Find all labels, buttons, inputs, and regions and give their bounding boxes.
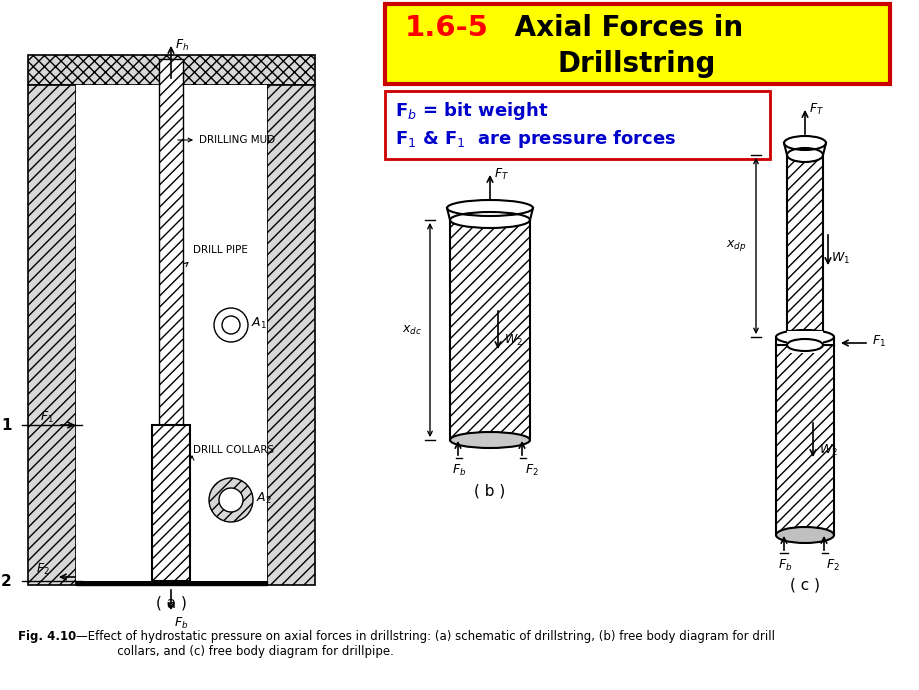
Text: $F_2$: $F_2$ (36, 562, 50, 577)
Bar (28, 55, 314, 85)
Text: $W_2$: $W_2$ (504, 333, 522, 348)
Bar (76, 581, 267, 585)
Text: $F_b$: $F_b$ (777, 558, 791, 573)
Bar (384, 4, 889, 84)
Text: DRILL PIPE: DRILL PIPE (193, 245, 247, 255)
Text: $F_b$: $F_b$ (174, 615, 188, 631)
Text: $F_1$: $F_1$ (40, 409, 54, 424)
Ellipse shape (786, 148, 823, 162)
Bar (159, 59, 183, 425)
Bar (384, 91, 769, 159)
Circle shape (219, 488, 243, 512)
Text: DRILL COLLARS: DRILL COLLARS (193, 445, 274, 455)
Text: $F_h$: $F_h$ (175, 37, 189, 52)
Text: F$_b$ = bit weight: F$_b$ = bit weight (394, 100, 548, 122)
Text: $F_2$: $F_2$ (825, 558, 839, 573)
Text: Fig. 4.10: Fig. 4.10 (18, 630, 76, 643)
Bar (384, 91, 769, 159)
Text: Drillstring: Drillstring (557, 50, 715, 78)
Text: —Effect of hydrostatic pressure on axial forces in drillstring: (a) schematic of: —Effect of hydrostatic pressure on axial… (76, 630, 774, 658)
Text: F$_1$ & F$_1$  are pressure forces: F$_1$ & F$_1$ are pressure forces (394, 128, 675, 150)
Text: ( b ): ( b ) (474, 483, 505, 498)
Text: $x_{dc}$: $x_{dc}$ (402, 324, 422, 337)
Bar (775, 337, 834, 345)
Text: $x_{dp}$: $x_{dp}$ (725, 239, 745, 253)
Bar (775, 345, 834, 535)
Ellipse shape (786, 339, 823, 351)
Text: $F_T$: $F_T$ (494, 166, 508, 181)
Bar (449, 220, 529, 440)
Bar (76, 85, 267, 581)
Text: $F_T$: $F_T$ (808, 101, 823, 117)
Text: $F_b$: $F_b$ (451, 462, 466, 477)
Text: 1.6-5: 1.6-5 (404, 14, 488, 42)
Text: ( a ): ( a ) (155, 595, 187, 610)
Text: Axial Forces in: Axial Forces in (505, 14, 743, 42)
Text: $W_1$: $W_1$ (830, 250, 849, 266)
Ellipse shape (449, 432, 529, 448)
Circle shape (209, 478, 253, 522)
Text: $W_2$: $W_2$ (818, 442, 837, 457)
Ellipse shape (449, 212, 529, 228)
Ellipse shape (786, 339, 823, 351)
Ellipse shape (775, 330, 834, 344)
Text: 1: 1 (2, 417, 12, 433)
Circle shape (214, 308, 248, 342)
Text: $F_2$: $F_2$ (525, 462, 539, 477)
Bar (152, 425, 190, 581)
Bar (786, 331, 823, 353)
Text: $F_1$: $F_1$ (871, 333, 885, 348)
Bar (786, 155, 823, 345)
Bar (384, 4, 889, 84)
Text: $A_1$: $A_1$ (251, 315, 267, 331)
Text: 2: 2 (1, 573, 12, 589)
Text: DRILLING MUD: DRILLING MUD (199, 135, 275, 145)
Ellipse shape (775, 527, 834, 543)
Bar (28, 85, 76, 585)
Circle shape (221, 316, 240, 334)
Bar (267, 85, 314, 585)
Text: $A_2$: $A_2$ (255, 491, 271, 506)
Text: ( c ): ( c ) (789, 578, 819, 593)
